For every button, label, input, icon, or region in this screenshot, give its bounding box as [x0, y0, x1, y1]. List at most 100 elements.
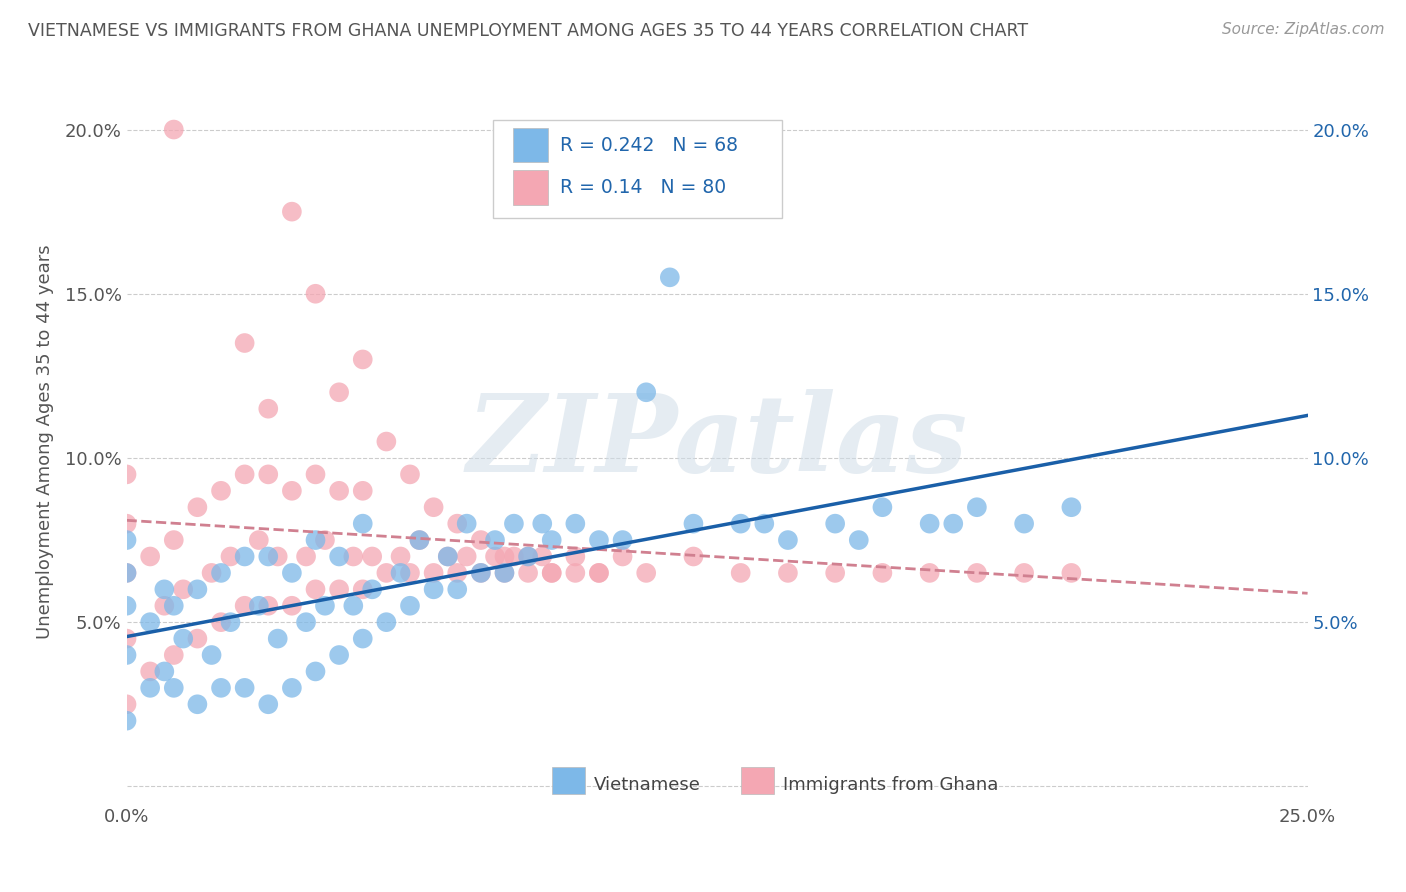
Point: [267, 549, 290, 564]
Point: [918, 516, 941, 531]
Point: [531, 516, 554, 531]
Point: [247, 599, 270, 613]
Point: [163, 681, 186, 695]
Point: [115, 516, 138, 531]
Point: [352, 352, 374, 367]
Point: [304, 533, 326, 547]
Point: [408, 533, 430, 547]
Point: [233, 599, 256, 613]
Point: [247, 533, 270, 547]
Point: [612, 549, 634, 564]
Point: [872, 500, 894, 515]
Point: [824, 516, 846, 531]
Point: [257, 599, 280, 613]
Point: [848, 533, 870, 547]
Point: [200, 566, 222, 580]
Point: [281, 483, 304, 498]
Point: [776, 533, 799, 547]
Point: [115, 566, 138, 580]
Point: [682, 549, 704, 564]
Point: [163, 122, 186, 136]
Point: [754, 516, 776, 531]
Point: [682, 516, 704, 531]
Point: [304, 286, 326, 301]
Point: [186, 632, 208, 646]
Point: [456, 516, 478, 531]
Point: [304, 467, 326, 482]
Point: [399, 566, 422, 580]
Point: [328, 648, 350, 662]
Point: [494, 549, 516, 564]
Point: [375, 566, 398, 580]
Point: [446, 516, 468, 531]
Point: [517, 566, 540, 580]
Point: [470, 533, 492, 547]
Point: [375, 434, 398, 449]
Point: [352, 582, 374, 597]
Point: [115, 467, 138, 482]
Point: [531, 549, 554, 564]
Point: [209, 615, 232, 630]
Point: [328, 385, 350, 400]
Point: [446, 566, 468, 580]
Point: [304, 582, 326, 597]
Text: R = 0.14   N = 80: R = 0.14 N = 80: [560, 178, 725, 197]
Point: [658, 270, 681, 285]
Point: [281, 681, 304, 695]
Point: [730, 516, 752, 531]
Text: R = 0.242   N = 68: R = 0.242 N = 68: [560, 136, 738, 154]
Point: [484, 533, 506, 547]
Point: [314, 599, 336, 613]
Point: [872, 566, 894, 580]
Point: [295, 615, 318, 630]
Point: [361, 582, 384, 597]
Point: [257, 401, 280, 416]
Point: [564, 566, 586, 580]
Point: [233, 681, 256, 695]
Point: [257, 467, 280, 482]
Point: [636, 385, 658, 400]
Bar: [513, 170, 548, 205]
Bar: [513, 128, 548, 162]
Point: [328, 582, 350, 597]
Point: [389, 566, 412, 580]
Point: [186, 500, 208, 515]
Point: [361, 549, 384, 564]
Point: [470, 566, 492, 580]
Point: [172, 582, 194, 597]
Point: [612, 533, 634, 547]
Point: [219, 615, 242, 630]
Point: [494, 566, 516, 580]
Point: [172, 632, 194, 646]
Point: [375, 615, 398, 630]
Point: [399, 599, 422, 613]
Point: [209, 483, 232, 498]
Point: [966, 500, 988, 515]
FancyBboxPatch shape: [492, 120, 782, 218]
Point: [257, 698, 280, 712]
Point: [257, 549, 280, 564]
Point: [352, 516, 374, 531]
Point: [588, 533, 610, 547]
Point: [153, 599, 176, 613]
Point: [281, 204, 304, 219]
Point: [1012, 516, 1035, 531]
Bar: [741, 767, 773, 794]
Point: [233, 549, 256, 564]
Point: [219, 549, 242, 564]
Point: [314, 533, 336, 547]
Point: [422, 582, 444, 597]
Text: Source: ZipAtlas.com: Source: ZipAtlas.com: [1222, 22, 1385, 37]
Point: [352, 483, 374, 498]
Point: [503, 516, 526, 531]
Point: [730, 566, 752, 580]
Text: Immigrants from Ghana: Immigrants from Ghana: [783, 776, 998, 794]
Point: [115, 714, 138, 728]
Point: [588, 566, 610, 580]
Point: [564, 516, 586, 531]
Point: [1012, 566, 1035, 580]
Point: [942, 516, 965, 531]
Point: [209, 566, 232, 580]
Point: [267, 632, 290, 646]
Point: [540, 566, 562, 580]
